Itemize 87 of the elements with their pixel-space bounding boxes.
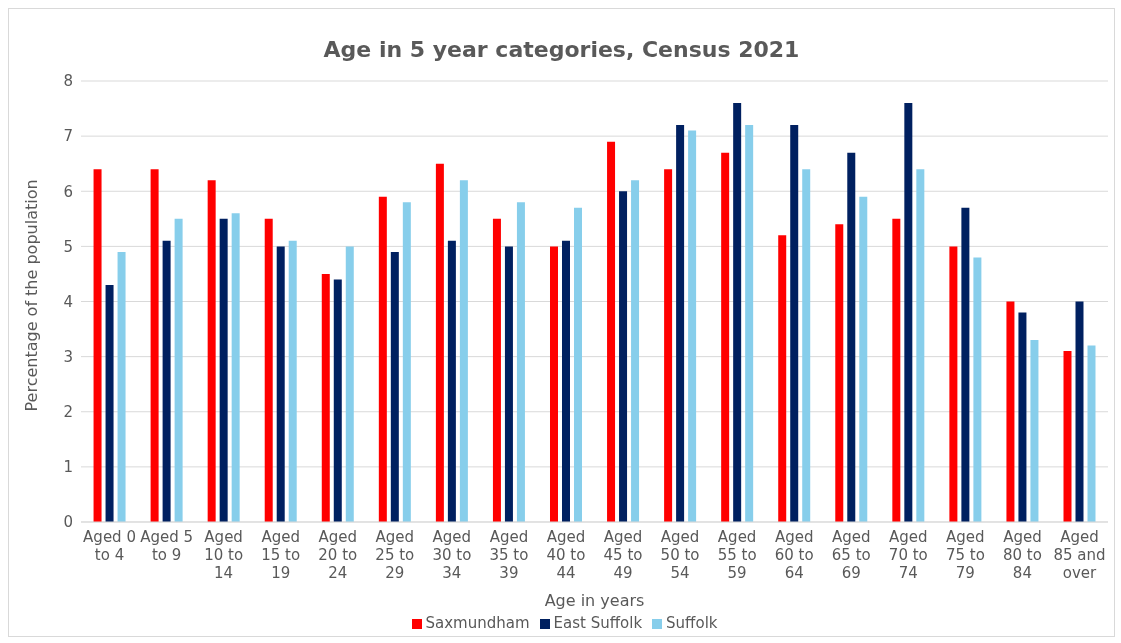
bar: [664, 169, 673, 522]
bar: [607, 141, 616, 522]
bar: [574, 207, 582, 522]
bar: [733, 103, 742, 522]
bar: [1018, 312, 1027, 522]
bar: [802, 169, 811, 522]
x-tick-label: Aged 60 to 64: [774, 528, 814, 582]
bar: [105, 284, 114, 522]
x-tick-label: Aged 55 to 59: [717, 528, 757, 582]
bar: [288, 240, 297, 522]
bar: [459, 180, 468, 522]
bar: [859, 196, 868, 522]
bar: [492, 218, 501, 522]
x-tick-label: Aged 40 to 44: [546, 528, 586, 582]
x-tick-label: Aged 0 to 4: [83, 528, 136, 564]
y-tick-label: 1: [63, 458, 73, 477]
bar: [916, 169, 925, 522]
x-tick-label: Aged 25 to 29: [375, 528, 415, 582]
y-tick-label: 6: [63, 182, 73, 201]
legend-label: Saxmundham: [425, 614, 530, 632]
x-tick-label: Aged 20 to 24: [318, 528, 358, 582]
bar: [631, 180, 640, 522]
bar: [117, 251, 126, 522]
bar: [321, 273, 330, 522]
x-tick-label: Aged 85 and over: [1053, 528, 1106, 582]
bar: [390, 251, 399, 522]
bar: [619, 191, 628, 522]
x-axis-title: Age in years: [544, 591, 645, 610]
bar: [333, 279, 342, 522]
bar: [904, 103, 913, 522]
bar: [219, 218, 228, 522]
bar: [504, 246, 513, 522]
bar: [550, 246, 558, 522]
bar: [345, 246, 354, 522]
x-tick-label: Aged 65 to 69: [831, 528, 871, 582]
bar: [162, 240, 171, 522]
x-tick-label: Aged 10 to 14: [204, 528, 244, 582]
legend-label: Suffolk: [666, 614, 718, 632]
bar: [264, 218, 273, 522]
bar: [174, 218, 183, 522]
bar: [150, 169, 159, 522]
x-tick-label: Aged 15 to 19: [261, 528, 301, 582]
bar: [1075, 301, 1084, 522]
bar: [93, 169, 102, 522]
legend-label: East Suffolk: [553, 614, 643, 632]
bar: [378, 196, 387, 522]
bar: [231, 213, 240, 522]
y-tick-label: 5: [63, 237, 73, 256]
x-tick-label: Aged 35 to 39: [489, 528, 529, 582]
bar: [435, 163, 444, 522]
y-tick-label: 7: [63, 127, 73, 146]
y-tick-label: 4: [63, 292, 73, 311]
bar: [1063, 351, 1072, 522]
bar: [676, 125, 685, 522]
bar: [447, 240, 456, 522]
chart-title: Age in 5 year categories, Census 2021: [322, 37, 801, 62]
x-tick-label: Aged 5 to 9: [140, 528, 194, 564]
bar: [835, 224, 844, 522]
bar: [847, 152, 856, 522]
bar: [402, 202, 411, 522]
bar: [790, 125, 799, 522]
bar: [745, 125, 754, 522]
y-tick-label: 3: [63, 347, 73, 366]
x-tick-label: Aged 45 to 49: [603, 528, 643, 582]
x-tick-label: Aged 50 to 54: [660, 528, 700, 582]
bar: [973, 257, 982, 522]
bar: [688, 130, 697, 522]
x-tick-label: Aged 30 to 34: [432, 528, 472, 582]
bar: [562, 240, 570, 522]
y-tick-label: 2: [63, 403, 73, 422]
bar: [516, 202, 525, 522]
bar: [1006, 301, 1015, 522]
bar: [778, 235, 787, 522]
y-tick-label: 8: [63, 72, 73, 91]
bar: [721, 152, 730, 522]
bar: [892, 218, 901, 522]
y-axis-title: Percentage of the population: [21, 179, 41, 412]
y-tick-label: 0: [63, 513, 73, 532]
bar: [1030, 340, 1039, 522]
x-tick-label: Aged 70 to 74: [888, 528, 928, 582]
bar: [276, 246, 285, 522]
bar: [207, 180, 216, 522]
bar: [1087, 345, 1096, 522]
bar: [961, 207, 970, 522]
x-tick-label: Aged 75 to 79: [945, 528, 985, 582]
bar: [949, 246, 958, 522]
x-tick-label: Aged 80 to 84: [1002, 528, 1042, 582]
